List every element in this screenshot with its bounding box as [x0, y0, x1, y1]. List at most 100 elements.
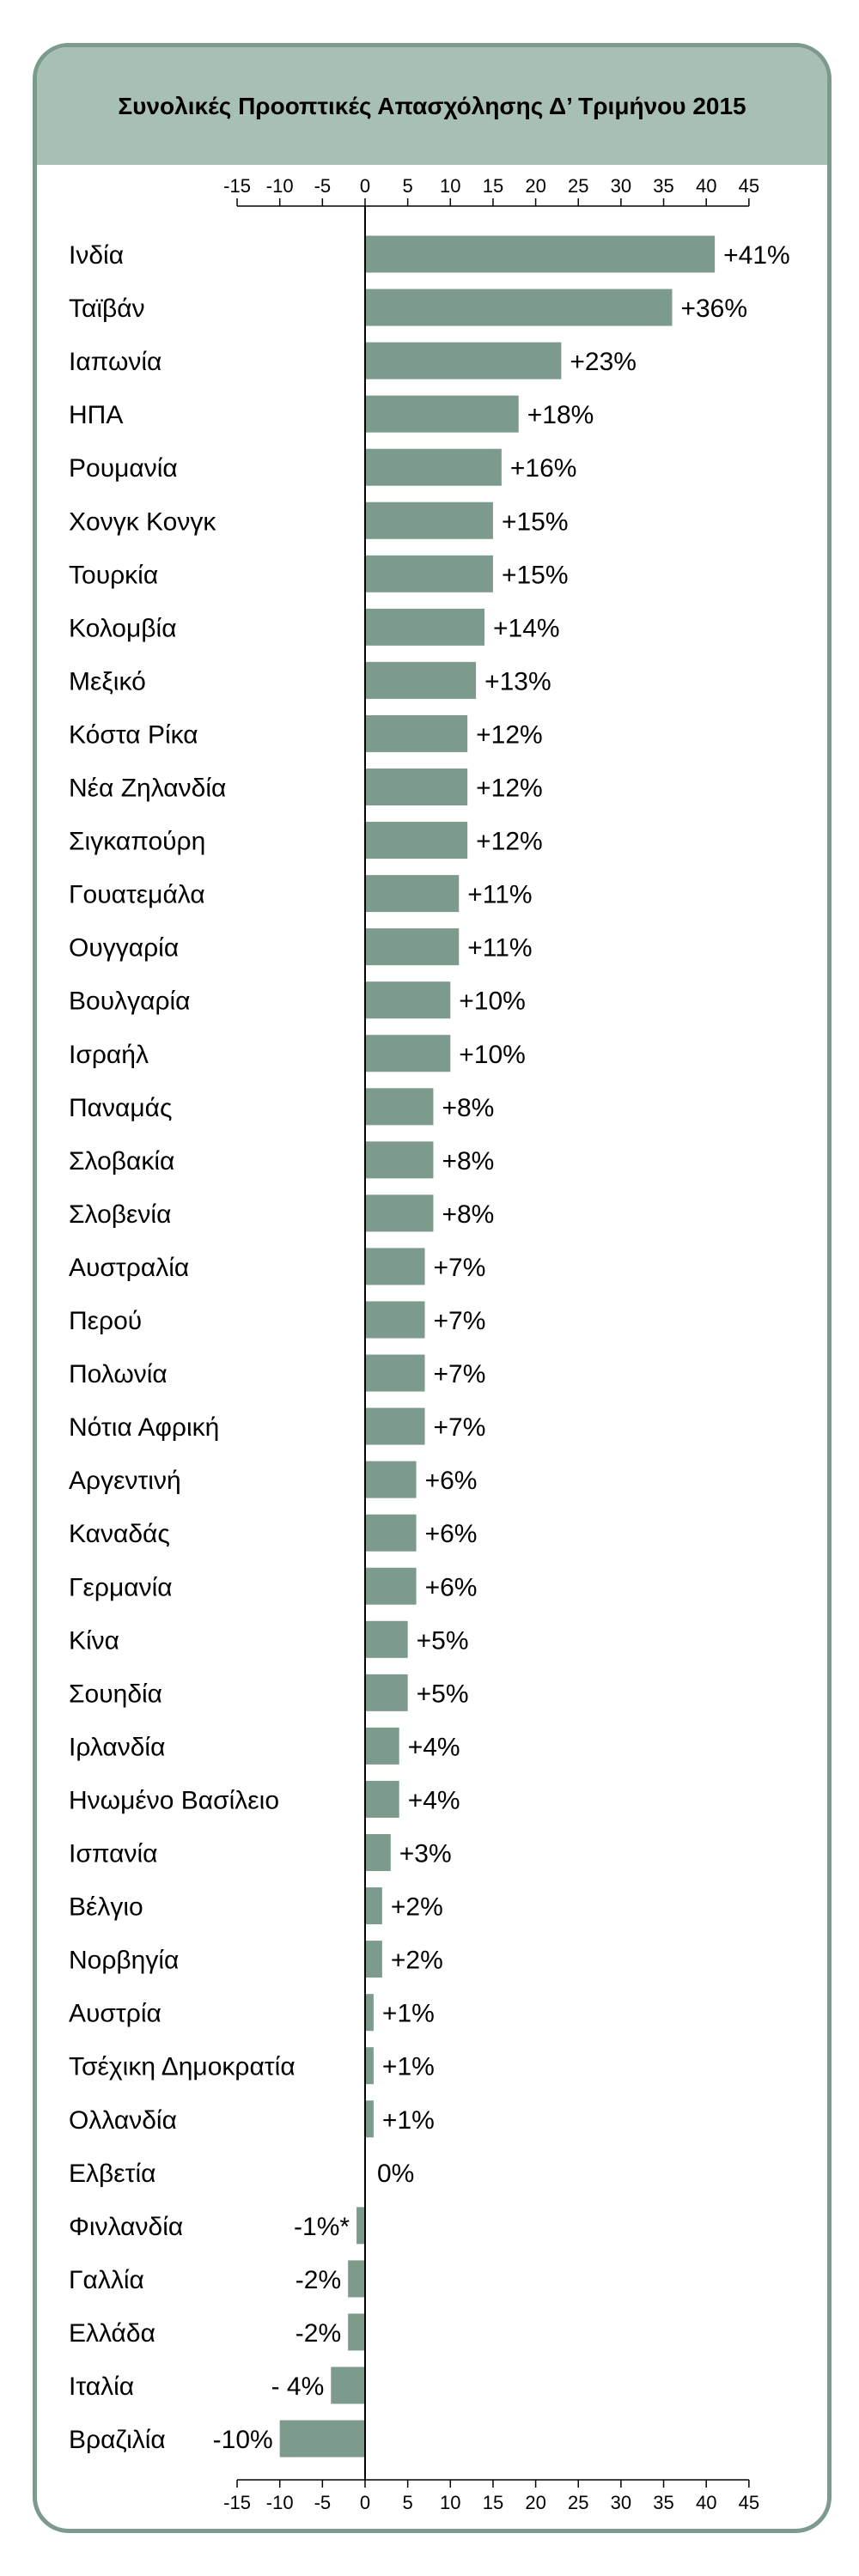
top-axis-tick-label: -5: [314, 175, 332, 197]
category-label: Ισπανία: [69, 1840, 157, 1868]
category-label: Ολλανδία: [69, 2106, 177, 2135]
category-label: Χονγκ Κονγκ: [69, 507, 216, 536]
category-label: Ουγγαρία: [69, 934, 179, 963]
value-label: +6%: [425, 1520, 478, 1548]
bar: [365, 875, 460, 913]
bottom-axis-tick-label: 45: [739, 2492, 759, 2513]
bar: [365, 1141, 434, 1179]
value-label: +7%: [434, 1254, 486, 1282]
top-axis-tick-label: 25: [568, 175, 588, 197]
category-label: Κίνα: [69, 1626, 119, 1655]
bar: [365, 714, 468, 752]
value-label: +5%: [417, 1680, 469, 1708]
value-label: +14%: [493, 614, 560, 642]
bottom-axis-tick-label: 25: [568, 2492, 588, 2513]
category-label: Περού: [69, 1307, 142, 1335]
bar: [365, 448, 502, 486]
bar: [365, 1088, 434, 1126]
value-label: +5%: [417, 1626, 469, 1655]
category-label: Μεξικό: [69, 667, 146, 696]
value-label: +13%: [484, 667, 551, 696]
value-label: +23%: [570, 348, 637, 376]
category-label: Νότια Αφρική: [69, 1413, 219, 1442]
chart-title: Συνολικές Προοπτικές Απασχόλησης Δ’ Τριμ…: [118, 92, 746, 119]
value-label: +8%: [442, 1094, 494, 1122]
top-axis-tick-label: 5: [403, 175, 413, 197]
bar: [365, 1301, 425, 1339]
bar: [331, 2366, 365, 2404]
category-label: Ιαπωνία: [69, 348, 161, 376]
bottom-axis-tick-label: 40: [696, 2492, 716, 2513]
value-label: +15%: [502, 561, 569, 589]
top-axis-tick-label: 35: [653, 175, 673, 197]
bar: [365, 555, 493, 592]
category-label: ΗΠΑ: [69, 401, 123, 429]
value-label: +36%: [680, 295, 747, 323]
top-axis-tick-label: 10: [440, 175, 460, 197]
top-axis: -15 -10 -5 0 5 10 15 20 25 30 35 40 45: [223, 175, 759, 207]
bar: [365, 1994, 374, 2032]
top-axis-tick-label: 15: [483, 175, 503, 197]
category-label: Ινδία: [69, 241, 124, 270]
bar: [365, 2100, 374, 2138]
category-label: Ηνωμένο Βασίλειο: [69, 1786, 279, 1814]
bar: [365, 822, 468, 860]
value-label: +7%: [434, 1413, 486, 1442]
value-label: +6%: [425, 1467, 478, 1495]
bars: [279, 235, 716, 2458]
value-label: +11%: [467, 881, 532, 909]
value-label: +12%: [476, 720, 543, 749]
value-label: +12%: [476, 828, 543, 856]
value-label: +4%: [408, 1733, 460, 1761]
category-label: Φινλανδία: [69, 2213, 183, 2241]
category-label: Ισραήλ: [69, 1041, 149, 1069]
bottom-axis-tick-label: 0: [360, 2492, 370, 2513]
value-label: +15%: [502, 507, 569, 536]
bar: [348, 2313, 365, 2351]
value-label: +7%: [434, 1360, 486, 1388]
category-label: Αυστραλία: [69, 1254, 189, 1282]
top-axis-tick-label: 20: [525, 175, 545, 197]
value-label: +1%: [382, 2053, 435, 2081]
top-axis-tick-label: -15: [223, 175, 251, 197]
top-axis-tick-label: 30: [611, 175, 631, 197]
top-axis-tick-label: -10: [266, 175, 294, 197]
category-label: Νέα Ζηλανδία: [69, 775, 226, 803]
category-label: Γερμανία: [69, 1573, 173, 1601]
bar: [365, 608, 485, 646]
top-axis-tick-label: 40: [696, 175, 716, 197]
bar: [365, 289, 673, 326]
value-label: +2%: [391, 1947, 443, 1975]
bottom-axis-tick-label: 20: [525, 2492, 545, 2513]
bottom-axis-tick-label: 35: [653, 2492, 673, 2513]
bottom-axis-tick-label: -15: [223, 2492, 251, 2513]
value-label: +4%: [408, 1786, 460, 1814]
bar: [365, 1674, 408, 1711]
category-label: Ελλάδα: [69, 2319, 155, 2348]
bottom-axis-tick-label: 10: [440, 2492, 460, 2513]
category-label: Κολομβία: [69, 614, 177, 642]
bar: [365, 1354, 425, 1392]
category-label: Βουλγαρία: [69, 987, 191, 1016]
category-labels: Ινδία Ταϊβάν Ιαπωνία ΗΠΑ Ρουμανία Χονγκ Κονγκ…: [69, 241, 295, 2454]
bar: [365, 928, 460, 966]
bar: [365, 1620, 408, 1658]
value-label: +6%: [425, 1573, 478, 1601]
category-label: Αργεντινή: [69, 1467, 181, 1495]
top-axis-tick-label: 0: [360, 175, 370, 197]
title-band: Συνολικές Προοπτικές Απασχόλησης Δ’ Τριμ…: [37, 47, 827, 165]
bar: [365, 501, 493, 539]
value-label: +7%: [434, 1307, 486, 1335]
bottom-axis-tick-label: -10: [266, 2492, 294, 2513]
bar: [365, 1514, 417, 1552]
bar: [365, 395, 519, 433]
bottom-axis-tick-label: 15: [483, 2492, 503, 2513]
bottom-axis-tick-label: -5: [314, 2492, 332, 2513]
bar: [356, 2207, 365, 2245]
value-label: +16%: [510, 454, 577, 483]
value-label: +2%: [391, 1893, 443, 1922]
category-label: Βέλγιο: [69, 1893, 143, 1922]
bar: [365, 1727, 399, 1765]
category-label: Σουηδία: [69, 1680, 162, 1708]
